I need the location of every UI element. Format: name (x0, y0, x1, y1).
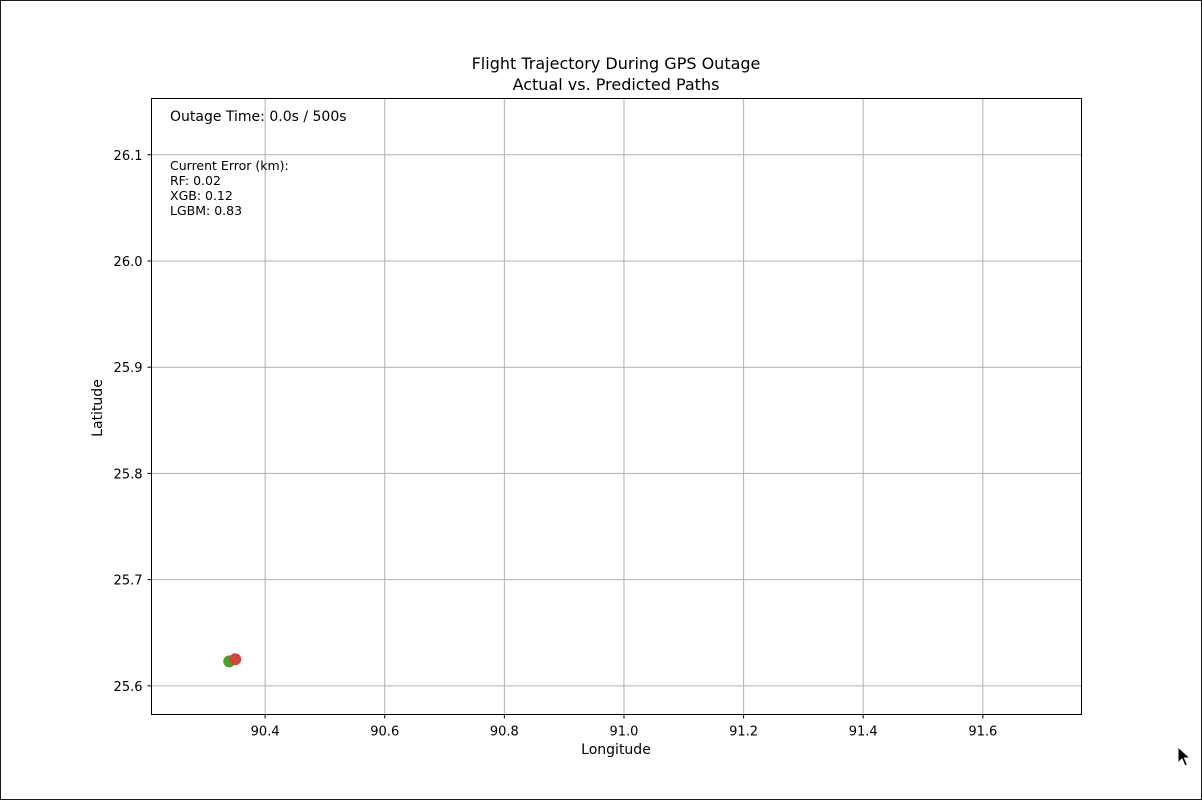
chart-subtitle: Actual vs. Predicted Paths (513, 75, 720, 94)
x-tick-label: 91.6 (968, 725, 997, 740)
x-tick-label: 91.0 (609, 725, 638, 740)
error-lgbm: LGBM: 0.83 (170, 203, 242, 218)
y-tick-label: 25.6 (114, 680, 143, 695)
outage-time-text: Outage Time: 0.0s / 500s (170, 109, 347, 125)
data-point (229, 653, 242, 666)
plot-area-frame (151, 98, 1082, 715)
y-tick-label: 25.9 (114, 361, 143, 376)
chart-title: Flight Trajectory During GPS Outage (472, 54, 761, 73)
x-tick-label: 91.4 (849, 725, 878, 740)
y-tick-label: 26.0 (114, 255, 143, 270)
x-tick-label: 91.2 (729, 725, 758, 740)
y-tick-label: 25.7 (114, 574, 143, 589)
error-xgb: XGB: 0.12 (170, 188, 233, 203)
y-tick-label: 25.8 (114, 467, 143, 482)
y-axis-label: Latitude (90, 379, 106, 437)
grid (151, 98, 1082, 715)
x-tick-label: 90.8 (490, 725, 519, 740)
x-axis-ticks: 90.4 90.6 90.8 91.0 91.2 91.4 91.6 (251, 714, 997, 740)
error-title: Current Error (km): (170, 158, 289, 173)
y-axis-ticks: 25.6 25.7 25.8 25.9 26.0 26.1 (114, 149, 152, 695)
mouse-pointer-icon (1177, 746, 1191, 767)
data-points (223, 653, 242, 668)
x-axis-label: Longitude (581, 742, 651, 758)
x-tick-label: 90.6 (370, 725, 399, 740)
error-rf: RF: 0.02 (170, 173, 221, 188)
x-tick-label: 90.4 (251, 725, 280, 740)
y-tick-label: 26.1 (114, 149, 143, 164)
